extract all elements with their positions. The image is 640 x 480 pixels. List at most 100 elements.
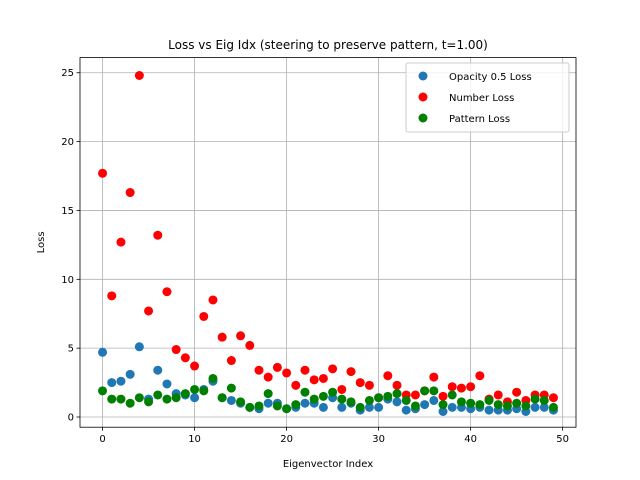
series-3 <box>98 373 558 414</box>
x-tick-label: 20 <box>280 434 293 445</box>
number-loss-point <box>410 390 420 400</box>
number-loss-point <box>318 373 328 383</box>
pattern-loss-point <box>346 397 356 407</box>
number-loss-point <box>475 371 485 381</box>
number-loss-point <box>162 287 172 297</box>
plot-frame <box>79 57 577 428</box>
number-loss-point <box>254 365 264 375</box>
number-loss-point <box>98 168 108 178</box>
y-axis-label: Loss <box>36 231 47 253</box>
pattern-loss-point <box>475 400 485 410</box>
pattern-loss-point <box>291 400 301 410</box>
pattern-loss-point <box>208 373 218 383</box>
legend-label-number: Number Loss <box>449 93 514 104</box>
pattern-loss-point <box>328 387 338 397</box>
opacity-loss-point <box>318 402 328 412</box>
opacity-loss-point <box>420 400 430 410</box>
pattern-loss-point <box>171 393 181 403</box>
opacity-loss-point <box>98 347 108 357</box>
pattern-loss-point <box>512 398 522 408</box>
pattern-loss-point <box>272 401 282 411</box>
number-loss-point <box>346 367 356 377</box>
pattern-loss-point <box>245 402 255 412</box>
legend-marker-number <box>418 92 428 102</box>
pattern-loss-point <box>263 389 273 399</box>
opacity-loss-point <box>153 365 163 375</box>
pattern-loss-point <box>98 386 108 396</box>
number-loss-point <box>208 295 218 305</box>
number-loss-point <box>236 331 246 341</box>
pattern-loss-point <box>254 401 264 411</box>
number-loss-point <box>392 380 402 390</box>
number-loss-point <box>493 390 503 400</box>
number-loss-point <box>263 372 273 382</box>
data-points <box>98 71 558 417</box>
pattern-loss-point <box>162 394 172 404</box>
pattern-loss-point <box>153 390 163 400</box>
opacity-loss-point <box>226 395 236 405</box>
pattern-loss-point <box>355 402 365 412</box>
pattern-loss-point <box>383 391 393 401</box>
x-tick-label: 40 <box>464 434 477 445</box>
pattern-loss-point <box>236 397 246 407</box>
opacity-loss-point <box>429 395 439 405</box>
pattern-loss-point <box>318 391 328 401</box>
number-loss-point <box>125 188 135 198</box>
y-tick-label: 5 <box>68 344 74 355</box>
pattern-loss-point <box>125 398 135 408</box>
opacity-loss-point <box>484 405 494 415</box>
legend: Opacity 0.5 Loss Number Loss Pattern Los… <box>405 62 570 133</box>
number-loss-point <box>153 230 163 240</box>
pattern-loss-point <box>410 401 420 411</box>
number-loss-point <box>226 356 236 366</box>
legend-marker-pattern <box>418 113 428 123</box>
pattern-loss-point <box>438 400 448 410</box>
number-loss-point <box>355 378 365 388</box>
number-loss-point <box>272 362 282 372</box>
opacity-loss-point <box>374 402 384 412</box>
opacity-loss-point <box>401 405 411 415</box>
opacity-loss-point <box>162 379 172 389</box>
number-loss-point <box>245 340 255 350</box>
number-loss-point <box>116 237 126 247</box>
pattern-loss-point <box>392 389 402 399</box>
pattern-loss-point <box>226 383 236 393</box>
opacity-loss-point <box>337 402 347 412</box>
number-loss-point <box>364 380 374 390</box>
pattern-loss-point <box>502 401 512 411</box>
opacity-loss-point <box>107 378 117 388</box>
opacity-loss-point <box>539 402 549 412</box>
pattern-loss-point <box>199 386 209 396</box>
number-loss-point <box>548 393 558 403</box>
y-tick-label: 15 <box>61 206 74 217</box>
pattern-loss-point <box>429 386 439 396</box>
x-tick-label: 10 <box>188 434 201 445</box>
chart-title: Loss vs Eig Idx (steering to preserve pa… <box>168 38 488 52</box>
opacity-loss-point <box>300 398 310 408</box>
opacity-loss-point <box>447 402 457 412</box>
number-loss-point <box>300 365 310 375</box>
number-loss-point <box>512 387 522 397</box>
y-tick-label: 20 <box>61 137 74 148</box>
opacity-loss-point <box>190 393 200 403</box>
pattern-loss-point <box>180 389 190 399</box>
number-loss-point <box>438 391 448 401</box>
number-loss-point <box>429 372 439 382</box>
pattern-loss-point <box>521 401 531 411</box>
number-loss-point <box>282 368 292 378</box>
pattern-loss-point <box>134 393 144 403</box>
number-loss-point <box>447 382 457 392</box>
opacity-loss-point <box>116 376 126 386</box>
number-loss-point <box>180 353 190 363</box>
legend-label-pattern: Pattern Loss <box>449 114 510 125</box>
pattern-loss-point <box>493 400 503 410</box>
number-loss-point <box>328 364 338 374</box>
number-loss-point <box>134 71 144 81</box>
pattern-loss-point <box>374 393 384 403</box>
pattern-loss-point <box>401 395 411 405</box>
pattern-loss-point <box>337 394 347 404</box>
pattern-loss-point <box>300 387 310 397</box>
opacity-loss-point <box>263 398 273 408</box>
x-tick-label: 30 <box>372 434 385 445</box>
